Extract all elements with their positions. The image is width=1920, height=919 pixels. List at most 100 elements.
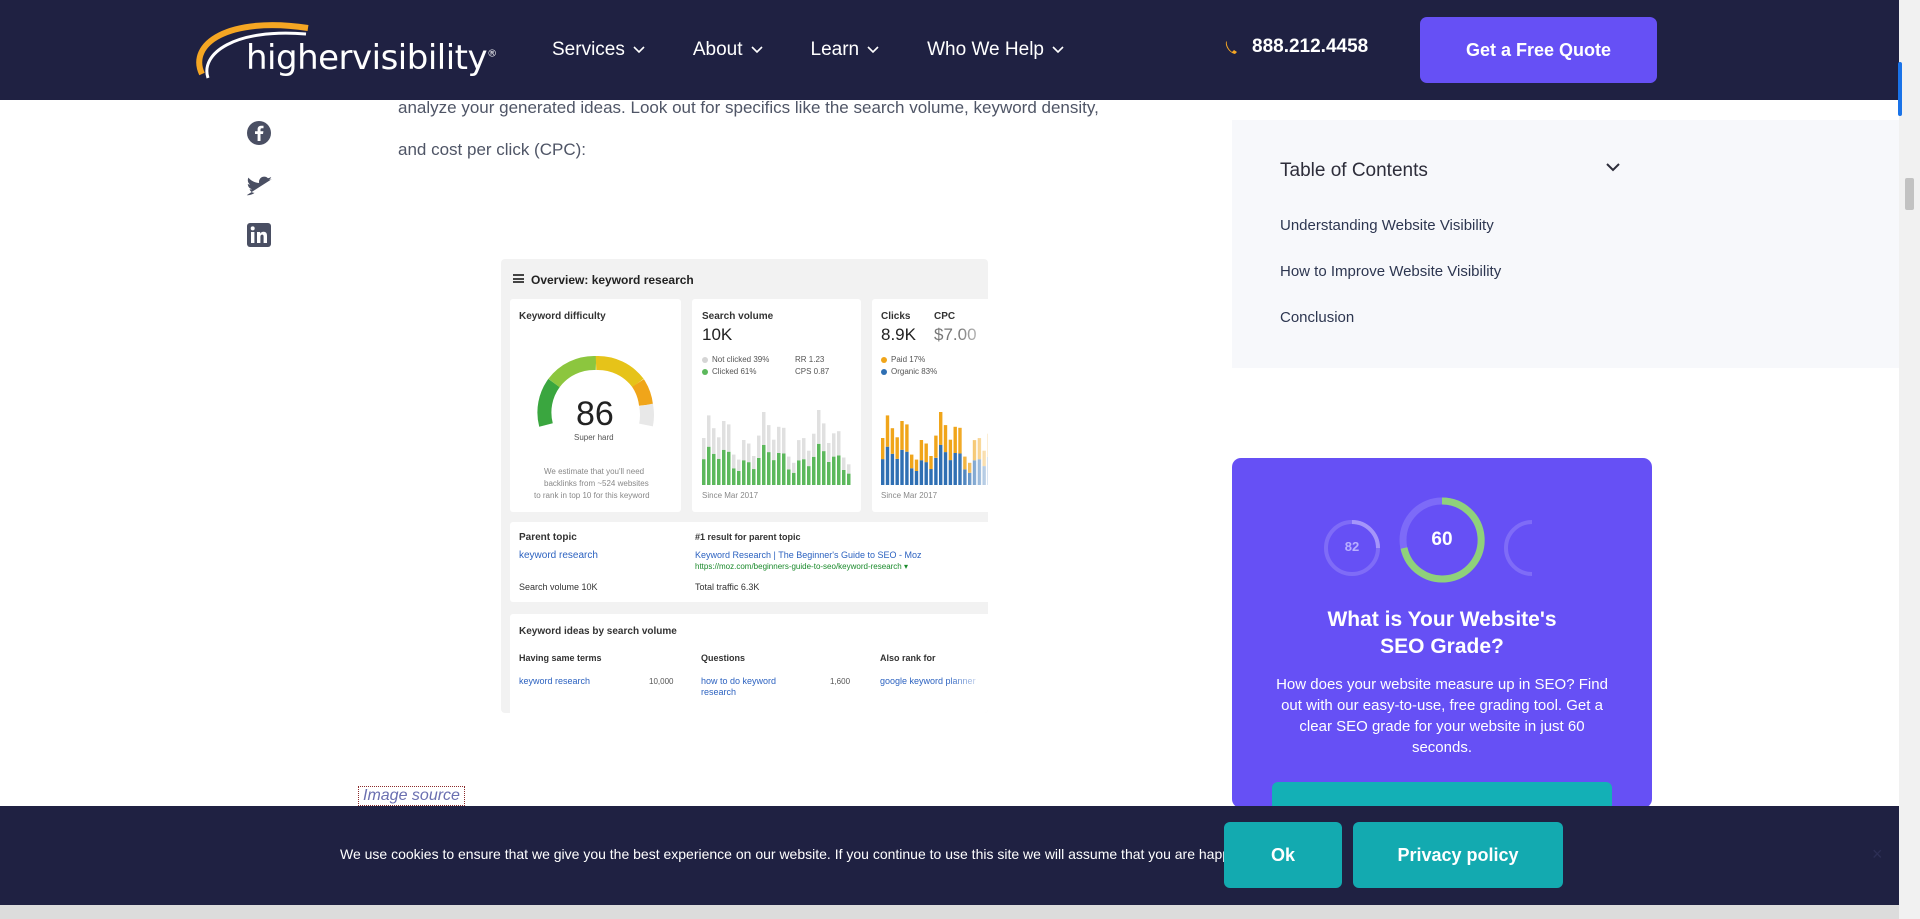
kd-value: 86 <box>576 395 614 433</box>
mini-bar <box>752 456 756 470</box>
idea-row1-question: how to do keyword <box>701 676 777 686</box>
nav-about[interactable]: About <box>693 39 763 61</box>
hamburger-icon <box>513 274 524 283</box>
logo-swoosh-icon <box>196 22 309 79</box>
mini-bar <box>707 446 711 485</box>
clicks-value: 8.9K <box>881 325 916 344</box>
toc-item-how-to-improve[interactable]: How to Improve Website Visibility <box>1280 263 1502 280</box>
mini-bar <box>910 454 914 469</box>
mini-bar <box>837 431 841 456</box>
paid-share: Paid 17% <box>881 355 925 364</box>
facebook-icon[interactable] <box>246 120 272 146</box>
nav-about-label: About <box>692 39 743 60</box>
mini-bar <box>797 440 801 461</box>
sv-not-clicked: Not clicked 39% <box>702 355 769 364</box>
mini-bar <box>717 437 721 459</box>
difficulty-gauge <box>537 355 655 427</box>
chevron-down-icon <box>750 46 763 54</box>
mini-bar <box>727 451 731 485</box>
cookie-ok-button[interactable]: Ok <box>1224 822 1342 888</box>
mini-bar <box>929 456 933 470</box>
nav-who-we-help[interactable]: Who We Help <box>927 39 1064 61</box>
mini-bar <box>900 449 904 485</box>
ideas-label: Keyword ideas by search volume <box>519 626 677 637</box>
sv-value: 10K <box>702 325 733 344</box>
sv-label: Search volume <box>702 311 774 322</box>
toc-title: Table of Contents <box>1280 160 1428 181</box>
mini-bar <box>919 460 924 485</box>
mini-bar <box>881 459 885 485</box>
mini-bar <box>939 444 943 485</box>
chevron-down-icon <box>867 46 879 54</box>
mini-bar <box>702 438 706 460</box>
privacy-policy-button[interactable]: Privacy policy <box>1353 822 1563 888</box>
parent-topic-card: Parent topic keyword research Search vol… <box>510 522 988 602</box>
mini-bar <box>905 424 909 452</box>
mini-bar <box>772 439 776 461</box>
mini-bar <box>924 462 928 485</box>
cookie-message: We use cookies to ensure that we give yo… <box>340 846 1281 862</box>
first-result-title: Keyword Research | The Beginner's Guide … <box>695 550 922 560</box>
search-volume-card: Search volume 10K Not clicked 39% Clicke… <box>692 299 861 512</box>
twitter-icon[interactable] <box>246 172 272 198</box>
seo-grade-button[interactable] <box>1272 782 1612 808</box>
kd-label: Keyword difficulty <box>519 311 606 322</box>
vertical-scrollbar[interactable] <box>1899 0 1920 919</box>
chevron-down-icon <box>1052 46 1064 54</box>
nav-who-we-help-label: Who We Help <box>927 39 1044 60</box>
get-free-quote-button[interactable]: Get a Free Quote <box>1420 17 1657 83</box>
phone-link[interactable]: 888.212.4458 <box>1224 36 1368 58</box>
nav-learn-label: Learn <box>810 39 860 60</box>
nav-services-label: Services <box>552 39 625 60</box>
scrollbar-thumb[interactable] <box>1905 178 1914 210</box>
screenshot-title: Overview: keyword research <box>531 273 694 287</box>
close-icon[interactable]: × <box>1872 844 1883 864</box>
mini-bar <box>752 469 756 485</box>
linkedin-icon[interactable] <box>246 222 272 248</box>
mini-bar <box>847 464 851 474</box>
mini-bar <box>787 469 791 485</box>
ideas-col-2: Questions <box>701 653 746 663</box>
keyword-difficulty-card: Keyword difficulty 86 Super hard We esti… <box>510 299 681 512</box>
logo[interactable]: highervisibility® <box>188 14 497 88</box>
mini-bar <box>787 456 791 470</box>
clicks-since: Since Mar 2017 <box>881 491 938 500</box>
mini-bar <box>772 460 776 485</box>
mini-bar <box>924 443 928 463</box>
mini-bar <box>919 440 924 461</box>
idea-row1-question-volume: 1,600 <box>830 677 851 686</box>
mini-bar <box>817 410 821 444</box>
mini-bar <box>885 415 890 447</box>
first-result-label: #1 result for parent topic <box>695 532 801 542</box>
mini-bar <box>812 433 816 457</box>
mini-bar <box>732 454 736 469</box>
mini-bar <box>881 438 885 460</box>
nav-learn[interactable]: Learn <box>811 39 880 61</box>
chevron-down-icon[interactable] <box>1605 162 1621 172</box>
mini-bar <box>837 455 841 485</box>
mini-bar <box>807 450 811 467</box>
mini-bar <box>934 435 938 458</box>
mini-bar <box>832 433 836 457</box>
image-fade-bottom <box>510 694 988 713</box>
phone-icon <box>1225 41 1237 54</box>
image-source-link[interactable]: Image source <box>358 786 465 806</box>
mini-bar <box>953 453 957 485</box>
table-of-contents: Table of Contents Understanding Website … <box>1232 120 1899 368</box>
mini-bar <box>895 458 899 485</box>
seo-card-title: What is Your Website's SEO Grade? <box>1327 608 1557 658</box>
mini-bar <box>943 425 948 453</box>
mini-bar <box>737 459 741 471</box>
seo-card-description: How does your website measure up in SEO?… <box>1276 676 1608 756</box>
horizontal-scrollbar[interactable] <box>0 905 1899 919</box>
toc-item-conclusion[interactable]: Conclusion <box>1280 309 1355 326</box>
mini-bar <box>905 451 909 485</box>
toc-item-understanding[interactable]: Understanding Website Visibility <box>1280 217 1494 234</box>
mini-bar <box>822 423 826 452</box>
mini-bar <box>842 469 846 485</box>
first-result-url: https://moz.com/beginners-guide-to-seo/k… <box>695 562 908 571</box>
kd-note-1: We estimate that you'll need <box>544 467 645 476</box>
score-dial-right <box>1504 520 1533 576</box>
mini-bar <box>885 446 890 485</box>
nav-services[interactable]: Services <box>552 39 645 61</box>
